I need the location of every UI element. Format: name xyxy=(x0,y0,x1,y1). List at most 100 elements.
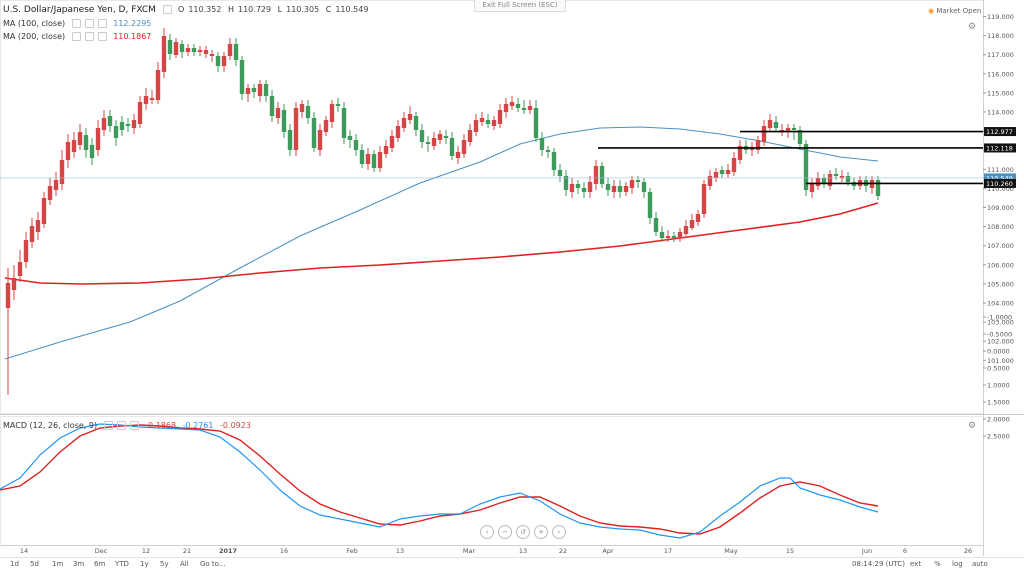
candle-body xyxy=(401,118,407,128)
time-axis-label: 12 xyxy=(142,547,150,555)
price-level-badge xyxy=(984,173,1016,183)
range-5y[interactable]: 5y xyxy=(160,560,169,568)
macd-legend[interactable]: MACD (12, 26, close, 9) -0.1868 -0.2761 … xyxy=(3,419,255,432)
candle-body xyxy=(629,180,635,188)
candle-body xyxy=(77,132,83,145)
macd-signal-line xyxy=(0,424,879,535)
price-level-label: 112.977 xyxy=(986,128,1013,136)
candle-body xyxy=(761,126,767,142)
ma200-value: 110.1867 xyxy=(113,32,152,41)
zoom-out-icon[interactable]: − xyxy=(498,525,512,539)
close-icon[interactable] xyxy=(97,19,107,28)
range-all[interactable]: All xyxy=(180,560,189,568)
candle-body xyxy=(803,144,809,190)
candle-body xyxy=(569,184,575,192)
candle-body xyxy=(479,118,485,122)
eye-icon[interactable] xyxy=(71,19,81,28)
close-icon[interactable] xyxy=(97,32,107,41)
candle-body xyxy=(443,136,449,138)
candle-body xyxy=(671,236,677,238)
settings-icon[interactable] xyxy=(84,19,94,28)
low-label: L xyxy=(277,5,283,14)
candle-body xyxy=(755,140,761,150)
candle-body xyxy=(107,116,113,126)
candle-body xyxy=(167,40,173,54)
range-5d[interactable]: 5d xyxy=(30,560,39,568)
ma200-legend[interactable]: MA (200, close) 110.1867 xyxy=(3,30,155,43)
settings-icon[interactable] xyxy=(116,421,126,430)
candle-body xyxy=(875,180,881,196)
price-level-badge xyxy=(984,127,1016,137)
gear-icon[interactable]: ⚙ xyxy=(968,22,977,32)
gear-icon[interactable]: ⚙ xyxy=(968,421,977,431)
eye-icon[interactable] xyxy=(71,32,81,41)
range-1y[interactable]: 1y xyxy=(140,560,149,568)
candle-body xyxy=(101,118,107,130)
close-icon[interactable] xyxy=(129,421,139,430)
candle-body xyxy=(605,184,611,190)
time-axis-label: Mar xyxy=(463,547,476,555)
price-level-label: 110.549 xyxy=(986,174,1013,182)
candle-body xyxy=(173,42,179,55)
candle-body xyxy=(89,145,95,158)
candle-body xyxy=(515,104,521,108)
scroll-right-icon[interactable]: › xyxy=(552,525,566,539)
reset-icon[interactable]: ↺ xyxy=(516,525,530,539)
time-axis-label: 14 xyxy=(20,547,28,555)
candle-body xyxy=(185,48,191,52)
goto-button[interactable]: Go to... xyxy=(200,560,226,568)
chart-scroll-controls: ‹ − ↺ + › xyxy=(480,525,566,539)
macd-value-3: -0.0923 xyxy=(220,421,251,430)
candle-body xyxy=(809,184,815,192)
candle-body xyxy=(617,186,623,192)
time-axis-label: 13 xyxy=(396,547,404,555)
range-6m[interactable]: 6m xyxy=(94,560,106,568)
log-toggle[interactable]: log xyxy=(952,560,963,568)
candle-body xyxy=(365,154,371,164)
candle-body xyxy=(125,124,131,126)
range-ytd[interactable]: YTD xyxy=(115,560,129,568)
candle-body xyxy=(215,56,221,66)
range-3m[interactable]: 3m xyxy=(73,560,85,568)
macd-axis-label: -1.0000 xyxy=(987,314,1012,322)
ma100-legend[interactable]: MA (100, close) 112.2295 xyxy=(3,17,155,30)
price-axis-label: 102.000 xyxy=(987,338,1014,346)
settings-icon[interactable] xyxy=(84,32,94,41)
open-label: O xyxy=(178,5,185,14)
candle-body xyxy=(389,136,395,148)
candle-body xyxy=(281,110,287,132)
range-1d[interactable]: 1d xyxy=(10,560,19,568)
bottom-toolbar: 1d 5d 1m 3m 6m YTD 1y 5y All Go to... 08… xyxy=(0,557,1024,572)
high-value: 110.729 xyxy=(238,5,272,14)
candle-body xyxy=(785,128,791,132)
time-axis-label: Jun xyxy=(861,547,872,555)
settings-icon[interactable] xyxy=(162,5,172,14)
percent-toggle[interactable]: % xyxy=(934,560,941,568)
macd-axis-label: 0.5000 xyxy=(987,365,1010,373)
candle-body xyxy=(17,262,23,276)
auto-toggle[interactable]: auto xyxy=(972,560,988,568)
range-1m[interactable]: 1m xyxy=(52,560,64,568)
time-axis-label: 16 xyxy=(280,547,288,555)
candle-body xyxy=(503,104,509,112)
candle-body xyxy=(341,108,347,138)
candle-body xyxy=(119,122,125,130)
open-value: 110.352 xyxy=(188,5,222,14)
ext-toggle[interactable]: ext xyxy=(910,560,922,568)
candle-body xyxy=(155,70,161,100)
candle-body xyxy=(203,50,209,54)
candle-body xyxy=(191,48,197,52)
candle-body xyxy=(827,174,833,186)
candle-body xyxy=(179,44,185,52)
exit-fullscreen-button[interactable]: Exit Full Screen (ESC) xyxy=(474,0,566,12)
candle-body xyxy=(431,138,437,146)
scroll-left-icon[interactable]: ‹ xyxy=(480,525,494,539)
candle-body xyxy=(557,170,563,176)
candle-body xyxy=(227,44,233,56)
candle-body xyxy=(611,186,617,192)
zoom-in-icon[interactable]: + xyxy=(534,525,548,539)
candle-body xyxy=(677,232,683,238)
eye-icon[interactable] xyxy=(103,421,113,430)
time-axis-label: Apr xyxy=(602,547,614,555)
